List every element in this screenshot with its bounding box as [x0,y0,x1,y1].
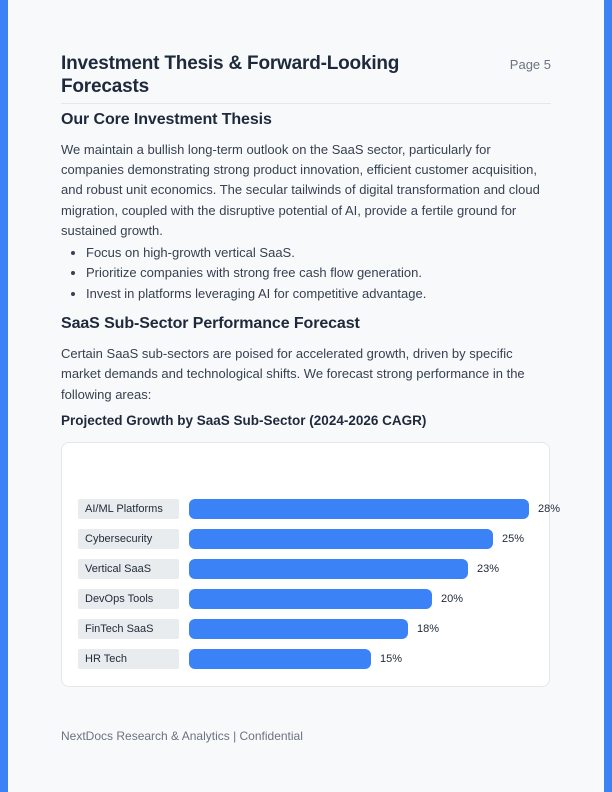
chart-bar-track: 18% [189,618,533,639]
chart-value-label: 18% [417,622,440,635]
chart-value-label: 23% [477,562,500,575]
chart-bar [189,618,408,639]
chart-row: AI/ML Platforms 28% [78,498,560,519]
page-number: Page 5 [509,57,551,72]
bar-chart-card: AI/ML Platforms 28% Cybersecurity 25% Vertic… [61,441,560,687]
chart-category-label: Vertical SaaS [78,558,179,579]
forecast-paragraph: Certain SaaS sub-sectors are poised for … [61,346,525,402]
right-accent-strip [604,0,612,792]
thesis-bullet-list: Focus on high-growth vertical SaaS. Prio… [61,243,531,304]
chart-row: FinTech SaaS 18% [78,618,533,639]
chart-rows: AI/ML Platforms 28% Cybersecurity 25% Vertic… [78,498,560,669]
chart-value-label: 28% [538,502,561,515]
chart-bar-track: 20% [189,588,533,609]
page-content: Investment Thesis & Forward-Looking Fore… [61,0,560,687]
bullet-item: Prioritize companies with strong free ca… [86,263,531,283]
chart-bar-track: 25% [189,528,533,549]
chart-row: Vertical SaaS 23% [78,558,533,579]
title-divider [61,103,551,104]
chart-row: HR Tech 15% [78,648,533,669]
chart-value-label: 25% [502,532,525,545]
chart-bar [189,558,468,579]
section-heading-thesis: Our Core Investment Thesis [61,111,272,128]
chart-category-label: HR Tech [78,648,179,669]
left-accent-strip [0,0,8,792]
chart-bar [189,528,493,549]
chart-category-label: AI/ML Platforms [78,498,179,519]
bullet-item: Invest in platforms leveraging AI for co… [86,284,531,304]
chart-heading: Projected Growth by SaaS Sub-Sector (202… [61,412,427,428]
bullet-item: Focus on high-growth vertical SaaS. [86,243,531,263]
chart-bar [189,498,529,519]
chart-bar [189,588,432,609]
section-heading-forecast: SaaS Sub-Sector Performance Forecast [61,315,360,333]
chart-value-label: 20% [441,592,464,605]
chart-bar-track: 28% [189,498,561,519]
thesis-paragraph: We maintain a bullish long-term outlook … [61,142,540,238]
chart-category-label: DevOps Tools [78,588,179,609]
chart-category-label: FinTech SaaS [78,618,179,639]
chart-value-label: 15% [380,652,403,665]
chart-bar [189,648,371,669]
page-title: Investment Thesis & Forward-Looking Fore… [61,53,400,97]
chart-row: Cybersecurity 25% [78,528,533,549]
chart-bar-track: 15% [189,648,533,669]
chart-category-label: Cybersecurity [78,528,179,549]
page-footer: NextDocs Research & Analytics | Confiden… [61,729,303,743]
chart-bar-track: 23% [189,558,533,579]
chart-row: DevOps Tools 20% [78,588,533,609]
page-header: Investment Thesis & Forward-Looking Fore… [61,52,551,98]
